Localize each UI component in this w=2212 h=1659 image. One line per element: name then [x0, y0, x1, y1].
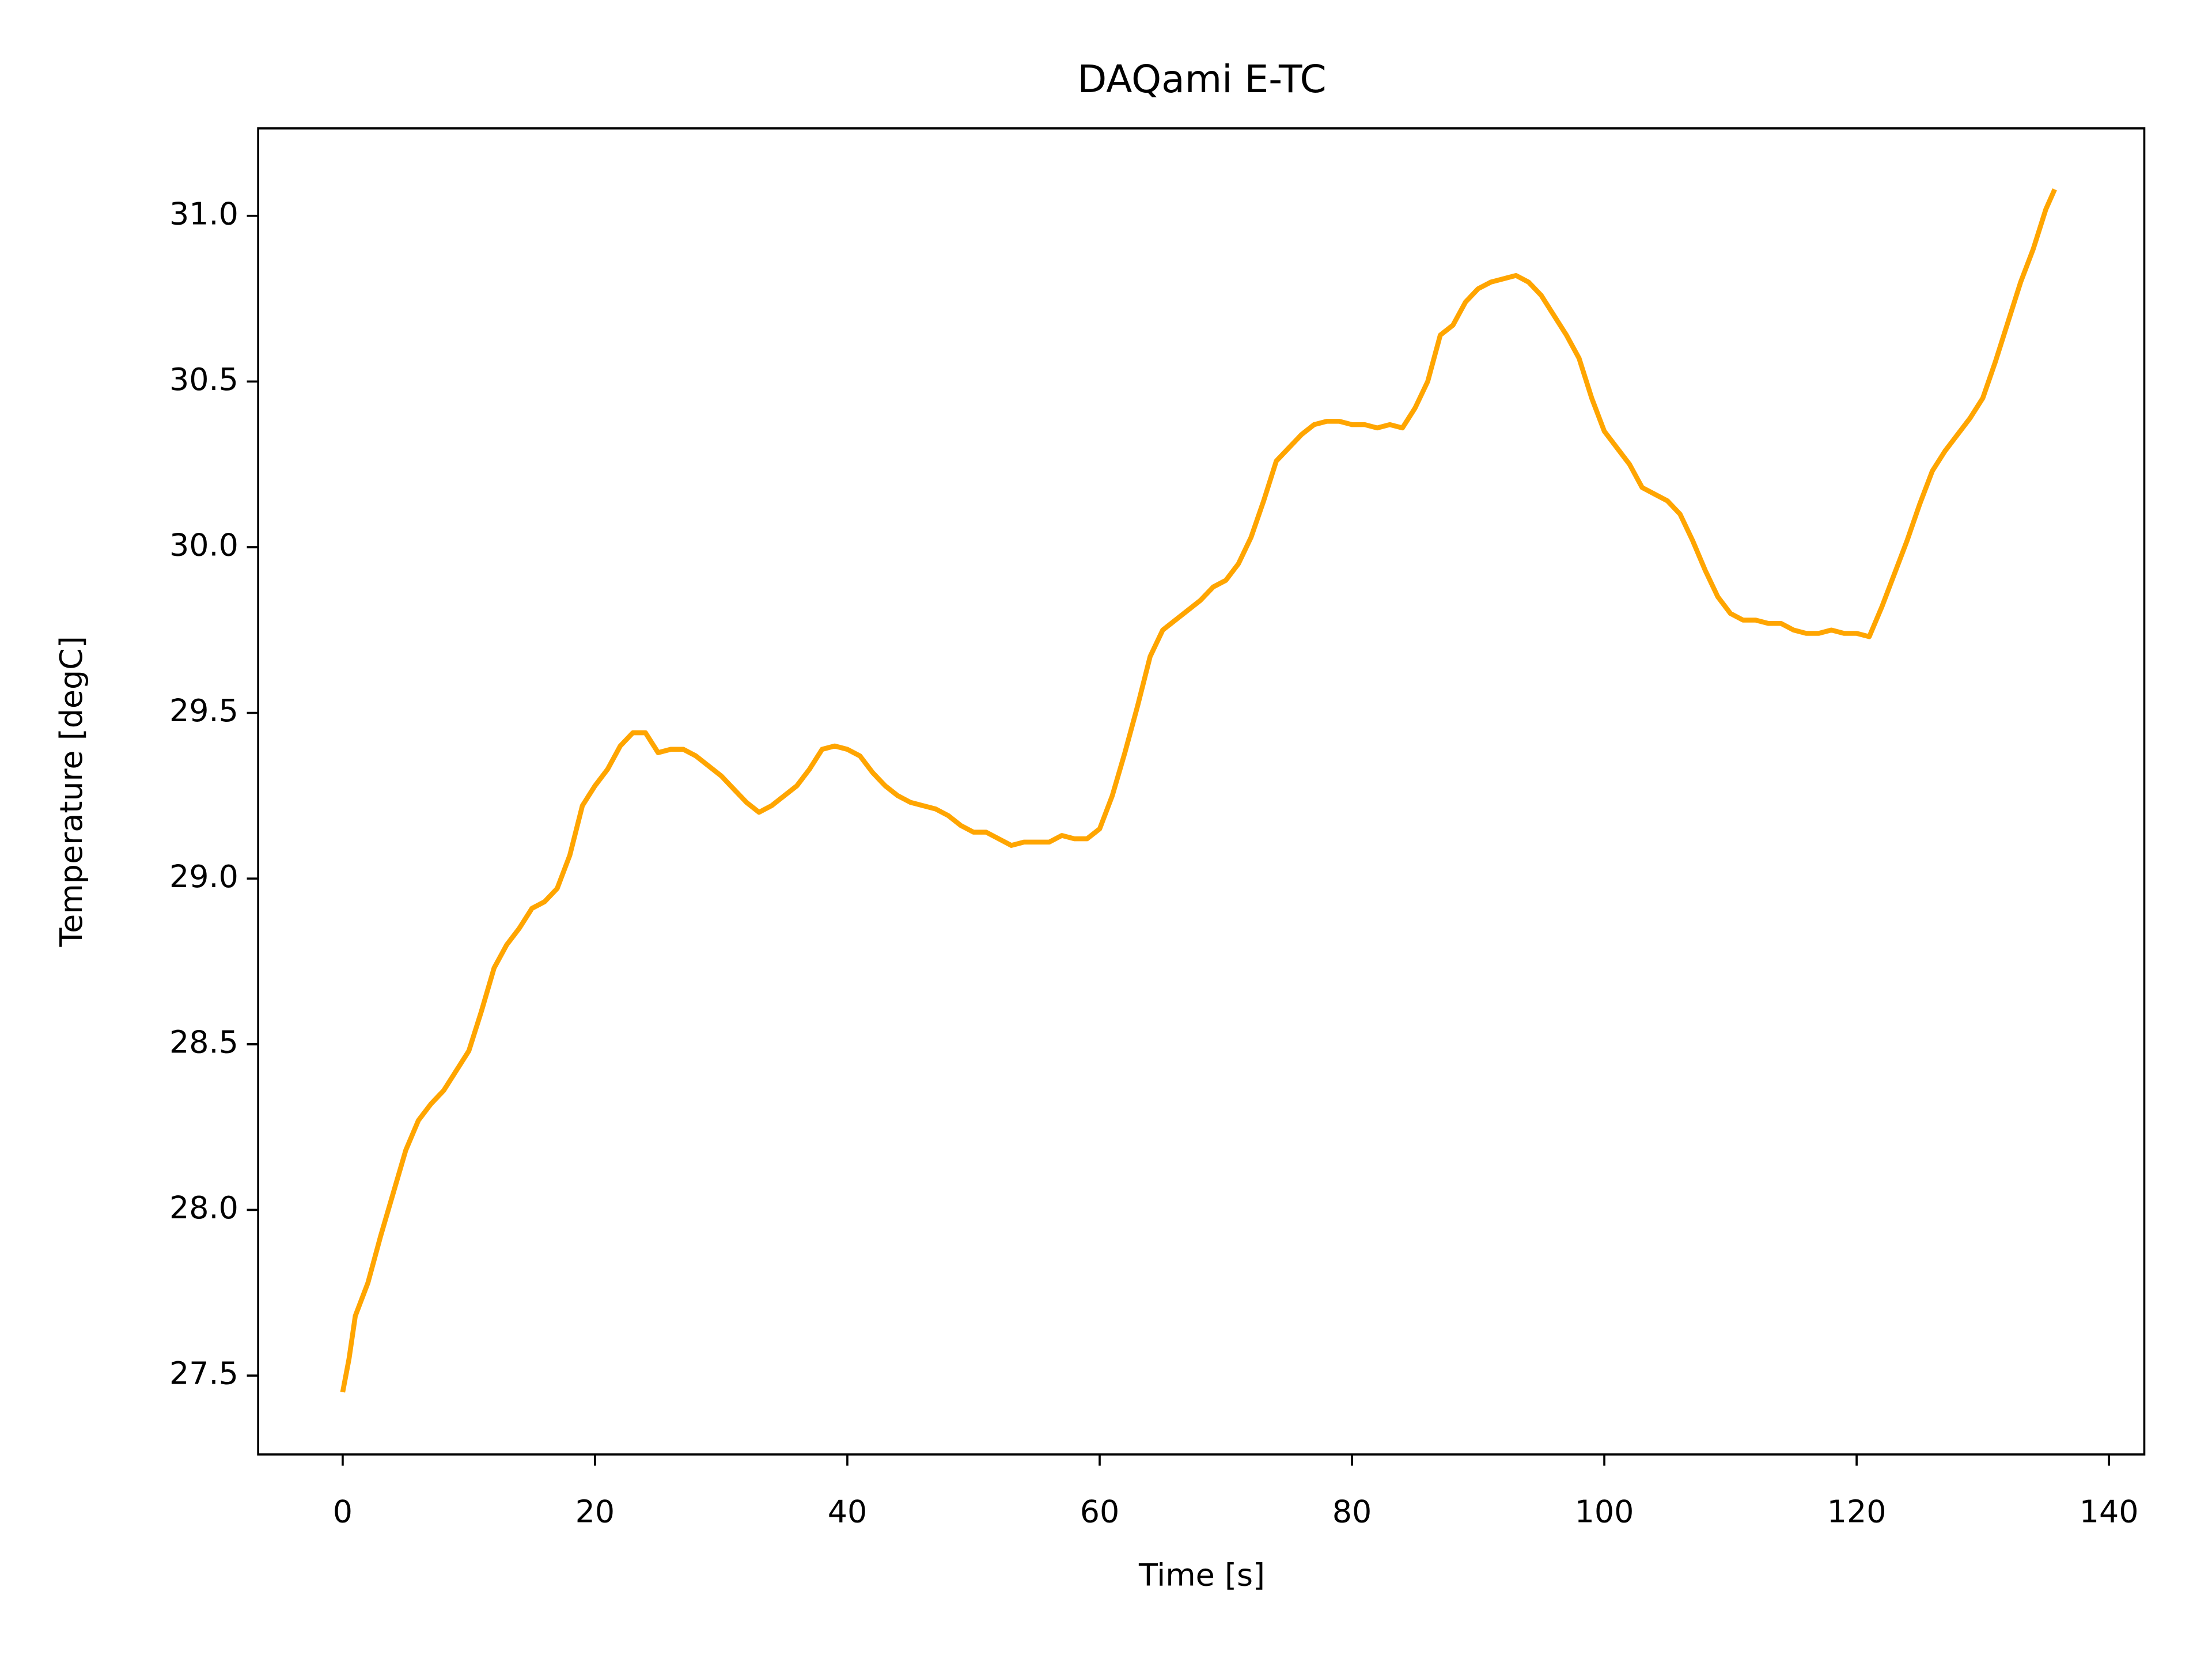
- x-tick-label: 120: [1827, 1493, 1887, 1529]
- y-axis-label: Temperature [degC]: [53, 636, 89, 947]
- x-axis-label: Time [s]: [1138, 1557, 1265, 1593]
- y-tick-label: 28.0: [169, 1190, 238, 1226]
- y-tick-label: 29.5: [169, 692, 238, 729]
- data-line: [340, 188, 2057, 1393]
- chart-title: DAQami E-TC: [1077, 57, 1326, 101]
- y-tick-label: 30.5: [169, 361, 238, 397]
- y-tick-label: 28.5: [169, 1024, 238, 1060]
- y-tick-label: 31.0: [169, 195, 238, 232]
- plot-frame: [257, 127, 2146, 1456]
- x-tick-label: 60: [1080, 1493, 1120, 1529]
- y-tick-label: 29.0: [169, 858, 238, 895]
- y-tick-label: 30.0: [169, 527, 238, 563]
- x-tick-label: 0: [333, 1493, 353, 1529]
- x-tick-label: 20: [575, 1493, 615, 1529]
- x-tick-label: 140: [2080, 1493, 2139, 1529]
- x-tick-label: 100: [1575, 1493, 1634, 1529]
- y-tick-label: 27.5: [169, 1355, 238, 1392]
- x-tick-label: 80: [1332, 1493, 1372, 1529]
- x-tick-label: 40: [828, 1493, 868, 1529]
